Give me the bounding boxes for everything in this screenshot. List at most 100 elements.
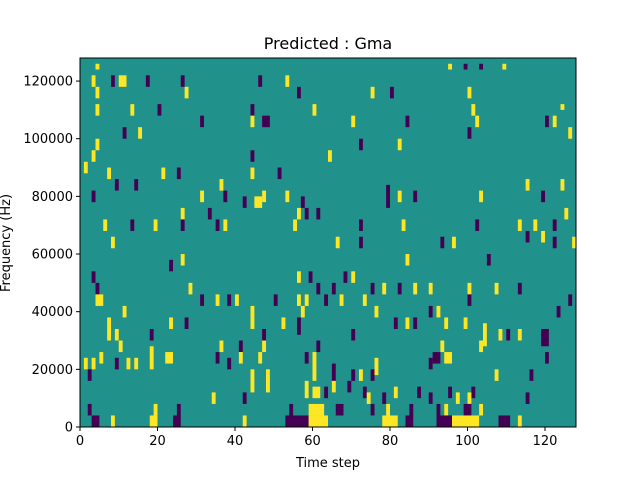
- heatmap-cell-positive: [304, 294, 309, 306]
- heatmap-cell-negative: [300, 196, 305, 208]
- heatmap-background: [80, 58, 576, 427]
- y-tick-label: 60000: [32, 248, 73, 263]
- chart-title: Predicted : Gma: [264, 34, 392, 53]
- heatmap-cell-negative: [114, 179, 119, 191]
- heatmap-cell-positive: [149, 346, 154, 370]
- heatmap-cell-positive: [572, 236, 577, 249]
- y-axis-label: Frequency (Hz): [0, 194, 14, 292]
- heatmap-cell-positive: [95, 63, 100, 70]
- heatmap-cell-negative: [393, 317, 398, 329]
- heatmap-cell-negative: [227, 294, 232, 306]
- heatmap-cell-positive: [467, 282, 472, 295]
- x-tick-label: 20: [149, 434, 166, 449]
- axes: 0 20 40 60 80 100 120 0 20000 40000 60000 80000 1000…: [23, 57, 577, 449]
- heatmap-cell-negative: [273, 294, 278, 306]
- heatmap-cell-positive: [494, 282, 499, 295]
- heatmap-cell-positive: [533, 219, 538, 231]
- heatmap-cell-positive: [444, 352, 452, 364]
- heatmap-cell-negative: [242, 392, 247, 404]
- heatmap-cell-negative: [506, 328, 511, 341]
- heatmap-cell-positive: [111, 415, 115, 427]
- heatmap-cell-positive: [250, 115, 255, 128]
- x-tick-label: 100: [455, 434, 480, 449]
- heatmap-cell-negative: [479, 63, 484, 70]
- heatmap-cell-negative: [114, 357, 119, 370]
- heatmap-cell-positive: [180, 254, 185, 266]
- heatmap-cell-positive: [215, 294, 220, 306]
- y-tick-label: 100000: [23, 132, 73, 147]
- heatmap-cell-positive: [498, 328, 503, 341]
- y-tick-label: 80000: [32, 190, 73, 205]
- heatmap-cell-positive: [339, 294, 344, 306]
- heatmap-cell-positive: [335, 236, 340, 249]
- heatmap-cell-positive: [362, 294, 367, 306]
- heatmap-cell-positive: [304, 380, 309, 399]
- heatmap-cell-positive: [134, 357, 139, 370]
- heatmap-cell-negative: [347, 380, 352, 393]
- heatmap-cell-negative: [145, 75, 150, 87]
- heatmap-cell-negative: [405, 415, 414, 427]
- heatmap-cell-negative: [428, 392, 433, 404]
- heatmap-cell-negative: [200, 294, 205, 306]
- heatmap-cell-negative: [242, 196, 247, 208]
- heatmap-cell-negative: [428, 357, 433, 370]
- heatmap-cell-negative: [180, 75, 185, 87]
- heatmap-cell-positive: [95, 294, 104, 306]
- heatmap-cell-positive: [262, 340, 267, 353]
- heatmap-cell-positive: [95, 138, 100, 151]
- heatmap-cell-negative: [258, 75, 263, 87]
- heatmap-cell-positive: [238, 352, 243, 364]
- heatmap-cell-positive: [471, 104, 476, 116]
- heatmap-cell-negative: [359, 219, 363, 231]
- heatmap-cell-positive: [95, 86, 100, 99]
- heatmap-cell-negative: [359, 236, 363, 249]
- heatmap-cell-negative: [552, 236, 557, 249]
- heatmap-cell-negative: [91, 415, 100, 427]
- heatmap-cell-positive: [525, 179, 530, 191]
- heatmap-cell-negative: [227, 357, 232, 370]
- heatmap-cell-positive: [99, 352, 104, 364]
- heatmap-cell-positive: [494, 369, 499, 381]
- heatmap-cell-positive: [517, 219, 522, 231]
- heatmap-cell-negative: [370, 369, 375, 381]
- heatmap-cell-negative: [397, 282, 402, 295]
- heatmap-cell-positive: [281, 317, 286, 329]
- heatmap-cell-positive: [130, 104, 135, 116]
- heatmap-cell-positive: [517, 415, 522, 427]
- heatmap-cell-positive: [401, 219, 406, 231]
- heatmap-cell-positive: [312, 386, 321, 399]
- heatmap-cell-positive: [149, 415, 158, 427]
- heatmap-cell-negative: [87, 369, 92, 381]
- heatmap-cell-positive: [211, 392, 216, 404]
- heatmap-cell-positive: [180, 207, 185, 220]
- heatmap-cell-positive: [359, 369, 363, 381]
- heatmap-cell-positive: [397, 138, 402, 151]
- heatmap-cell-positive: [448, 63, 453, 70]
- heatmap-cell-positive: [242, 415, 247, 427]
- plot-area: [80, 58, 577, 427]
- heatmap-cell-negative: [556, 305, 561, 318]
- heatmap-cell-negative: [277, 167, 282, 180]
- heatmap-cell-positive: [297, 207, 301, 220]
- heatmap-cell-positive: [374, 305, 379, 318]
- y-tick-label: 120000: [23, 75, 73, 90]
- heatmap-cell-positive: [83, 161, 88, 174]
- heatmap-cell-negative: [463, 403, 472, 416]
- heatmap-cell-positive: [126, 357, 131, 370]
- heatmap-cell-negative: [297, 86, 301, 99]
- heatmap-cell-positive: [122, 305, 127, 318]
- heatmap-cell-negative: [169, 259, 174, 272]
- heatmap-cell-positive: [560, 179, 565, 191]
- heatmap-cell-positive: [405, 254, 410, 266]
- heatmap-cell-positive: [138, 127, 143, 139]
- heatmap-cell-positive: [118, 340, 123, 353]
- heatmap-cell-positive: [250, 317, 255, 329]
- heatmap-cell-negative: [297, 317, 301, 335]
- heatmap-cell-negative: [467, 294, 472, 306]
- heatmap-cell-negative: [262, 328, 267, 341]
- heatmap-cell-negative: [200, 115, 205, 128]
- heatmap-cell-negative: [335, 403, 344, 416]
- heatmap-cell-negative: [409, 403, 414, 416]
- heatmap-cell-positive: [479, 190, 484, 203]
- heatmap-cell-positive: [250, 369, 255, 393]
